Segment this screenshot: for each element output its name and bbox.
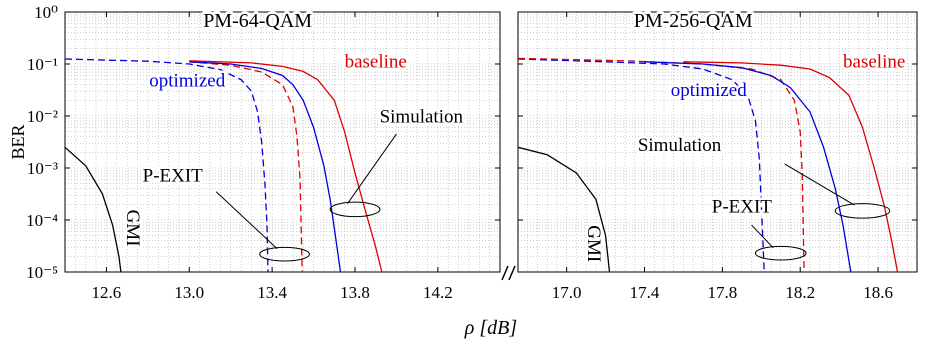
annotation-leader [347, 133, 397, 204]
plot-frame [64, 11, 501, 273]
annotation-label: GMI [122, 210, 143, 247]
y-tick-label: 10⁻⁴ [26, 211, 58, 230]
series-optimized-simulation [189, 61, 342, 272]
x-tick-label: 14.2 [423, 283, 453, 302]
annotation-label: GMI [583, 225, 604, 262]
series-baseline-simulation [189, 60, 383, 272]
annotation-ellipse [329, 201, 381, 218]
x-tick-label: 17.4 [630, 283, 660, 302]
series-GMI [518, 146, 611, 272]
axis-break-mark [501, 265, 509, 281]
annotation-label: P-EXIT [712, 196, 773, 217]
series-group [65, 58, 383, 272]
x-axis-label: ρ [dB] [464, 317, 517, 339]
annotation-label: P-EXIT [143, 166, 204, 187]
y-tick-label: 10⁻¹ [27, 55, 58, 74]
grid [64, 12, 500, 273]
series-optimized-p-exit [518, 58, 765, 272]
y-tick-label: 10⁰ [34, 3, 58, 22]
annotation-label: optimized [671, 80, 747, 101]
annotation-ellipse [834, 203, 891, 219]
y-tick-label: 10⁻³ [27, 159, 58, 178]
x-tick-label: 18.6 [863, 283, 893, 302]
axis-break [501, 265, 516, 281]
x-tick-label: 13.8 [340, 283, 370, 302]
panel-pm-256-qam: 17.0 17.4 17.8 18.2 18.6 PM-256-QAM baseline op… [517, 7, 918, 302]
y-tick-label: 10⁻² [27, 107, 58, 126]
panel-pm-64-qam: 12.6 13.0 13.4 13.8 14.2 PM-64-QAM baseline opt… [64, 7, 501, 302]
annotation-label: optimized [149, 70, 225, 91]
y-tick-label: 10⁻⁵ [26, 263, 58, 282]
series-optimized-p-exit [65, 58, 269, 272]
x-tick-label: 13.0 [174, 283, 204, 302]
series-GMI [65, 146, 122, 272]
annotation-ellipse [259, 246, 310, 262]
annotation-leader [215, 191, 278, 250]
series-baseline-p-exit [189, 61, 303, 272]
annotation-label: PM-256-QAM [634, 10, 753, 32]
series-baseline-simulation [683, 61, 899, 272]
annotation-ellipse [754, 245, 807, 261]
plot-frame [517, 11, 918, 273]
y-axis-label: BER [8, 124, 28, 159]
x-tick-label: 13.4 [257, 283, 287, 302]
annotation-leader [784, 163, 855, 206]
annotation-label: Simulation [638, 135, 722, 156]
x-tick-label: 18.2 [785, 283, 815, 302]
x-tick-label: 17.8 [707, 283, 737, 302]
annotation-label: baseline [843, 52, 905, 73]
annotation-label: baseline [345, 52, 407, 73]
annotation-label: Simulation [380, 106, 464, 127]
axis-break-mark [508, 265, 516, 281]
x-tick-label: 17.0 [552, 283, 582, 302]
annotation-leader [751, 224, 774, 249]
x-tick-label: 12.6 [92, 283, 122, 302]
annotation-label: PM-64-QAM [203, 10, 312, 32]
